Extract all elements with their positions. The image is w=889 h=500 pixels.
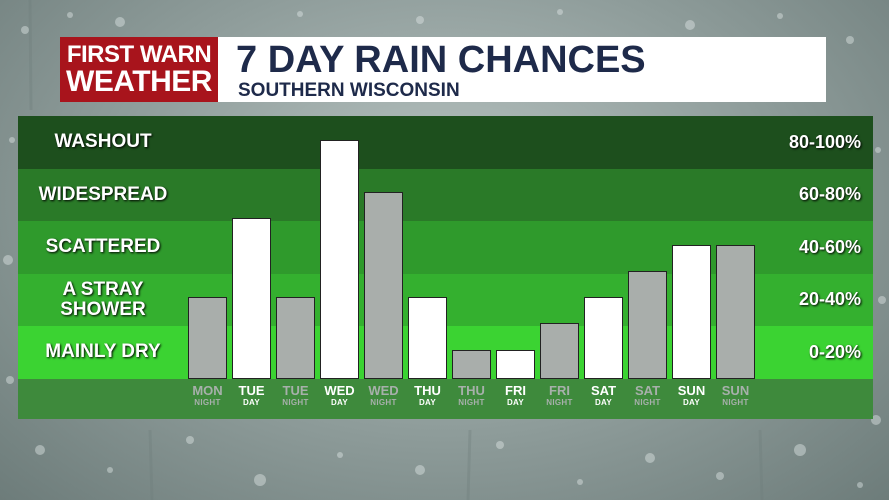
x-tick-day: SAT	[634, 383, 661, 398]
x-tick-period: NIGHT	[634, 398, 661, 407]
bar-thu-night	[452, 349, 491, 379]
bar-mon-night	[188, 297, 227, 379]
x-tick-period: DAY	[330, 398, 349, 407]
x-tick-label: THU NIGHT	[450, 384, 494, 407]
x-tick-label: SUN DAY	[670, 384, 714, 407]
x-tick-label: SUN NIGHT	[714, 384, 758, 407]
band-label: A STRAY SHOWER	[60, 278, 146, 320]
bar-thu-day	[408, 297, 447, 379]
band-label: SCATTERED	[45, 236, 161, 258]
x-tick-day: THU	[458, 383, 485, 398]
x-tick-period: DAY	[682, 398, 701, 407]
x-tick-period: NIGHT	[194, 398, 221, 407]
band-widespread: WIDESPREAD 60-80%	[18, 168, 873, 221]
bar-fri-night	[540, 323, 579, 379]
band-range-label: 80-100%	[788, 131, 861, 152]
x-tick-day: WED	[324, 383, 355, 398]
x-tick-label: SAT DAY	[582, 384, 626, 407]
x-tick-label: THU DAY	[406, 384, 450, 407]
band-range-label: 40-60%	[798, 236, 861, 257]
bar-sun-day	[672, 244, 711, 379]
logo-line-1: FIRST WARN	[66, 40, 212, 68]
x-tick-day: SAT	[590, 383, 617, 398]
x-tick-period: DAY	[506, 398, 525, 407]
x-tick-day: THU	[414, 383, 441, 398]
chart-title: 7 DAY RAIN CHANCES	[236, 39, 646, 81]
first-warn-weather-logo: FIRST WARN WEATHER	[60, 37, 218, 102]
x-tick-label: WED NIGHT	[362, 384, 406, 407]
band-label: WIDESPREAD	[38, 183, 168, 205]
band-range-label: 0-20%	[808, 341, 861, 362]
bar-wed-day	[320, 139, 359, 379]
band-range-label: 20-40%	[798, 289, 861, 310]
x-tick-label: FRI NIGHT	[538, 384, 582, 407]
x-tick-period: NIGHT	[546, 398, 573, 407]
chart-subtitle: SOUTHERN WISCONSIN	[238, 80, 460, 101]
x-tick-label: SAT NIGHT	[626, 384, 670, 407]
x-tick-label: WED DAY	[318, 384, 362, 407]
x-tick-label: TUE NIGHT	[274, 384, 318, 407]
x-tick-day: FRI	[549, 383, 570, 398]
band-label: MAINLY DRY	[45, 341, 161, 363]
x-tick-label: MON NIGHT	[186, 384, 230, 407]
x-tick-period: DAY	[242, 398, 261, 407]
bar-tue-night	[276, 297, 315, 379]
bar-wed-night	[364, 192, 403, 379]
x-tick-day: TUE	[282, 383, 309, 398]
band-label: WASHOUT	[54, 131, 152, 153]
x-tick-label: TUE DAY	[230, 384, 274, 407]
x-tick-period: DAY	[418, 398, 437, 407]
x-tick-period: NIGHT	[722, 398, 749, 407]
bar-sat-day	[584, 297, 623, 379]
x-tick-period: NIGHT	[370, 398, 397, 407]
x-tick-day: TUE	[238, 383, 265, 398]
x-tick-day: WED	[368, 383, 399, 398]
bar-tue-day	[232, 218, 271, 379]
x-tick-day: SUN	[721, 383, 750, 398]
x-tick-day: FRI	[505, 383, 526, 398]
bar-sun-night	[716, 244, 755, 379]
x-tick-period: NIGHT	[458, 398, 485, 407]
bar-fri-day	[496, 349, 535, 379]
chart-panel: WASHOUT 80-100% WIDESPREAD 60-80% SCATTERED 4…	[18, 116, 873, 419]
logo-line-2: WEATHER	[66, 64, 212, 98]
x-tick-period: NIGHT	[282, 398, 309, 407]
x-tick-day: MON	[192, 383, 223, 398]
band-range-label: 60-80%	[798, 184, 861, 205]
x-tick-period: DAY	[594, 398, 613, 407]
title-box: 7 DAY RAIN CHANCES SOUTHERN WISCONSIN	[218, 37, 826, 102]
bar-sat-night	[628, 270, 667, 379]
x-tick-day: SUN	[677, 383, 706, 398]
x-tick-label: FRI DAY	[494, 384, 538, 407]
band-washout: WASHOUT 80-100%	[18, 116, 873, 169]
